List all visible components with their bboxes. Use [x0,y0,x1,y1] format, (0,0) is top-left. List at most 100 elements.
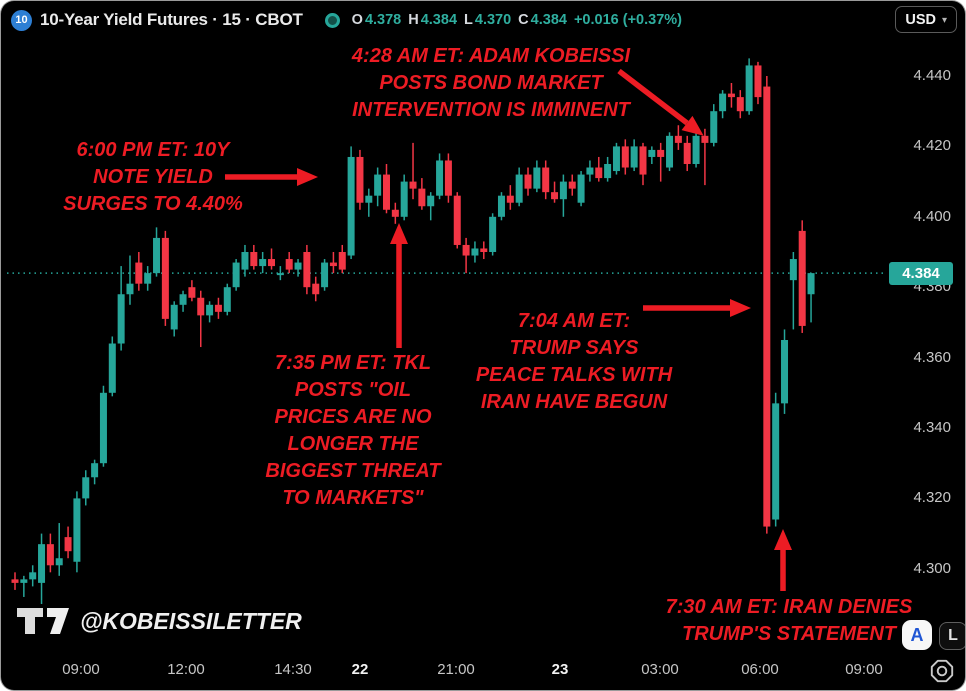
candle [170,301,178,337]
low-value: 4.370 [474,12,512,28]
candle [497,192,505,221]
candle [179,290,187,312]
candle [223,283,231,316]
annotation-600pm-surge: 6:00 PM ET: 10Y NOTE YIELD SURGES TO 4.4… [63,139,243,215]
candle [577,171,585,207]
candle [506,185,514,210]
candle [595,156,603,182]
candle [453,192,461,249]
candle [789,252,797,330]
candle [365,188,373,217]
candle [586,160,594,182]
ohlc-values: O 4.378 H 4.384 L 4.370 C 4.384 +0.016 (+0.3… [352,12,682,28]
high-value: 4.384 [420,12,458,28]
price-axis-label: 4.440 [913,67,951,84]
candle [736,90,744,119]
candle [303,244,311,295]
close-value: 4.384 [530,12,567,28]
symbol-title[interactable]: 10-Year Yield Futures · 15 · CBOT [40,10,303,29]
watermark: @KOBEISSILETTER [17,606,302,636]
axis-settings-gear-icon[interactable] [929,658,955,684]
candle [55,523,63,576]
candle [418,178,426,210]
candle [391,202,399,224]
annotation-704am-trump: 7:04 AM ET: TRUMP SAYS PEACE TALKS WITH … [475,310,673,413]
candle [630,139,638,172]
candle [259,252,267,274]
currency-label: USD [905,11,936,28]
arrow-kobeissi-post [617,68,704,136]
candle [268,248,276,270]
open-value: 4.378 [364,12,402,28]
candle [197,290,205,348]
candle [480,241,488,260]
price-axis-label: 4.320 [913,489,951,507]
candle [621,139,629,175]
price-axis[interactable]: 4.440 4.420 4.400 4.380 4.360 4.340 4.320 4.300 [881,1,965,690]
candle [612,142,620,175]
tradingview-logo-icon [17,608,69,634]
candle [444,153,452,203]
close-label: C [518,12,529,28]
candle [285,252,293,274]
candle [73,491,81,573]
candle [374,167,382,207]
last-price-badge: 4.384 [889,261,953,285]
candle [427,192,435,221]
time-axis-label: 09:00 [62,661,100,678]
candle [683,135,691,172]
candle [798,220,806,333]
candle [99,385,107,467]
candle [135,252,143,291]
symbol-badge[interactable]: 10 [11,9,32,31]
candle [772,392,780,527]
candle [294,259,302,277]
candle [551,181,559,203]
candle [20,575,28,597]
candle [807,273,815,323]
time-axis-label: 06:00 [741,661,779,678]
price-axis-label: 4.340 [913,419,951,436]
annotation-730am-iran: 7:30 AM ET: IRAN DENIES TRUMP'S STATEMEN… [665,596,913,645]
time-axis-label: 22 [351,661,369,678]
header: 10 10-Year Yield Futures · 15 · CBOT O 4.… [1,1,965,39]
candle [206,301,214,323]
candle [409,142,417,200]
candle [11,572,19,590]
candle [710,104,718,147]
candle [666,132,674,172]
candle [108,336,116,397]
candle [250,244,258,270]
candle [321,259,329,291]
high-label: H [408,12,419,28]
candle [763,76,771,534]
candle [329,252,337,274]
candle [559,174,567,217]
log-scale-button[interactable]: L [939,622,965,650]
time-axis-label: 12:00 [167,661,205,678]
candle [117,266,125,351]
candle [745,58,753,115]
candle [232,259,240,291]
watermark-text: @KOBEISSILETTER [80,607,302,634]
candle [719,90,727,119]
candle [82,470,90,506]
candle [382,164,390,214]
candle [436,153,444,200]
candle [674,125,682,150]
candle [91,459,99,485]
auto-scale-button[interactable]: A [902,620,932,650]
price-axis-label: 4.400 [913,207,951,225]
candle [524,167,532,196]
time-axis-label: 03:00 [641,661,679,678]
currency-selector[interactable]: USD ▾ [895,6,957,33]
candle [29,565,37,587]
candle [568,174,576,196]
candlestick-series [11,58,815,604]
market-status-icon[interactable] [324,12,340,28]
price-axis-label: 4.420 [913,137,951,155]
candle [533,160,541,193]
candle [400,174,408,221]
